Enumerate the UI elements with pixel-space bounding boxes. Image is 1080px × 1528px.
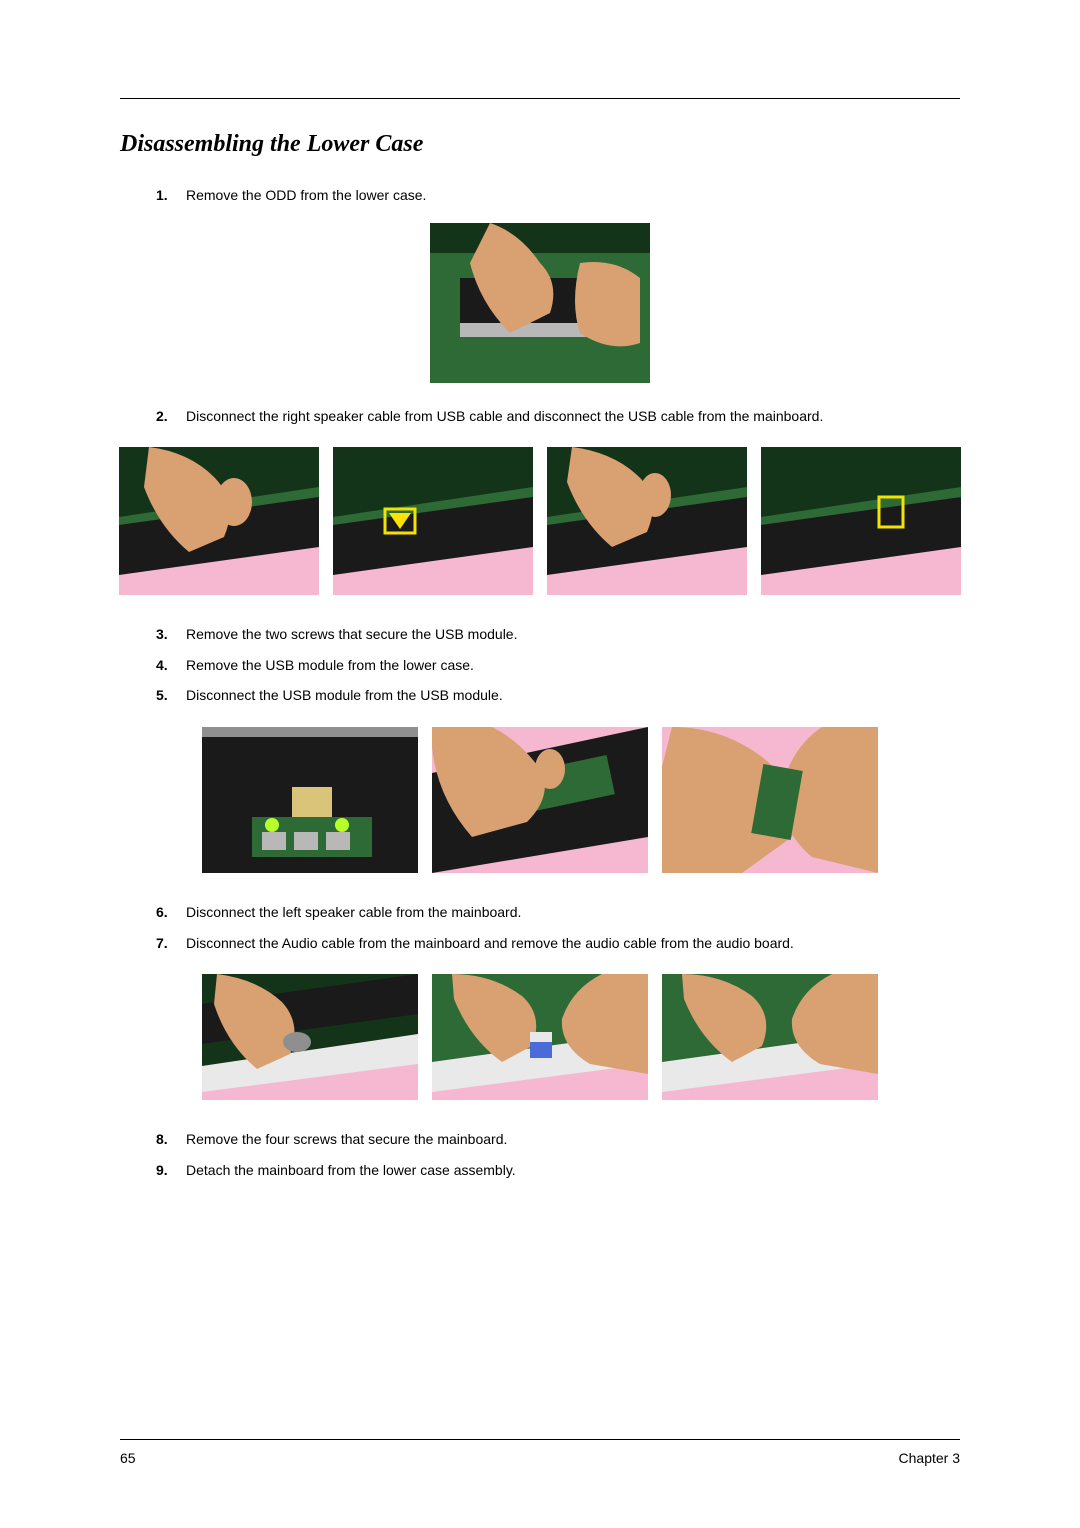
placeholder-svg	[430, 223, 650, 383]
figure-usb-detach-cable	[662, 727, 878, 873]
step-text: Remove the ODD from the lower case.	[186, 187, 426, 203]
step-item: 5. Disconnect the USB module from the US…	[156, 682, 960, 709]
figure-cable-disconnect-a	[119, 447, 319, 595]
step-list: 1. Remove the ODD from the lower case.	[120, 182, 960, 209]
step-number: 5.	[156, 682, 168, 709]
step-text: Remove the four screws that secure the m…	[186, 1131, 507, 1147]
figure-row-1	[120, 223, 960, 383]
page-footer: 65 Chapter 3	[120, 1439, 960, 1466]
figure-speaker-cable	[202, 974, 418, 1100]
figure-row-3	[120, 727, 960, 873]
step-text: Detach the mainboard from the lower case…	[186, 1162, 516, 1178]
figure-cable-disconnect-d	[761, 447, 961, 595]
figure-audio-cable-a	[432, 974, 648, 1100]
figure-usb-screws	[202, 727, 418, 873]
step-number: 1.	[156, 182, 168, 209]
step-item: 1. Remove the ODD from the lower case.	[156, 182, 960, 209]
chapter-label: Chapter 3	[899, 1450, 960, 1466]
step-item: 3. Remove the two screws that secure the…	[156, 621, 960, 648]
step-text: Disconnect the right speaker cable from …	[186, 408, 823, 424]
figure-row-2	[114, 447, 966, 595]
figure-audio-cable-b	[662, 974, 878, 1100]
step-item: 8. Remove the four screws that secure th…	[156, 1126, 960, 1153]
step-item: 2. Disconnect the right speaker cable fr…	[156, 403, 960, 430]
step-number: 6.	[156, 899, 168, 926]
step-number: 8.	[156, 1126, 168, 1153]
step-list: 8. Remove the four screws that secure th…	[120, 1126, 960, 1183]
figure-usb-remove	[432, 727, 648, 873]
step-list: 2. Disconnect the right speaker cable fr…	[120, 403, 960, 430]
step-number: 4.	[156, 652, 168, 679]
step-item: 4. Remove the USB module from the lower …	[156, 652, 960, 679]
top-rule	[120, 98, 960, 99]
step-list: 6. Disconnect the left speaker cable fro…	[120, 899, 960, 956]
figure-odd-removal	[430, 223, 650, 383]
step-list: 3. Remove the two screws that secure the…	[120, 621, 960, 709]
section-title: Disassembling the Lower Case	[120, 131, 960, 158]
step-item: 9. Detach the mainboard from the lower c…	[156, 1157, 960, 1184]
step-text: Disconnect the left speaker cable from t…	[186, 904, 521, 920]
step-text: Disconnect the USB module from the USB m…	[186, 687, 503, 703]
page-number: 65	[120, 1450, 136, 1466]
step-text: Remove the two screws that secure the US…	[186, 626, 517, 642]
step-number: 9.	[156, 1157, 168, 1184]
figure-cable-disconnect-b	[333, 447, 533, 595]
step-text: Remove the USB module from the lower cas…	[186, 657, 474, 673]
step-text: Disconnect the Audio cable from the main…	[186, 935, 794, 951]
step-number: 7.	[156, 930, 168, 957]
step-number: 3.	[156, 621, 168, 648]
step-item: 6. Disconnect the left speaker cable fro…	[156, 899, 960, 926]
step-item: 7. Disconnect the Audio cable from the m…	[156, 930, 960, 957]
step-number: 2.	[156, 403, 168, 430]
figure-cable-disconnect-c	[547, 447, 747, 595]
figure-row-4	[120, 974, 960, 1100]
manual-page: Disassembling the Lower Case 1. Remove t…	[0, 0, 1080, 1528]
